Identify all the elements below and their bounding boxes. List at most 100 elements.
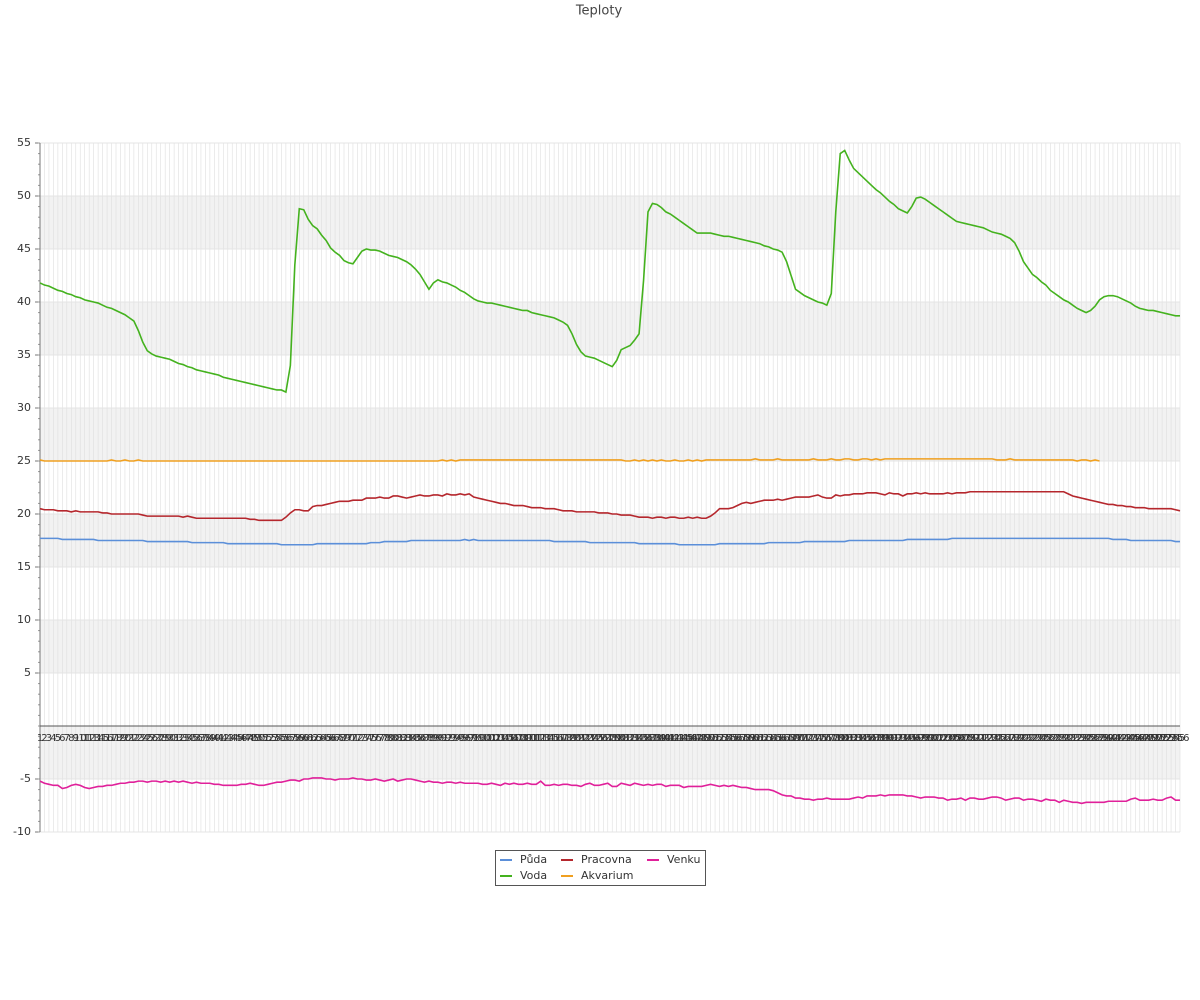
x-tick-label: 249 (1139, 733, 1158, 744)
x-tick-label: 52 (262, 733, 275, 744)
x-tick-label: 108 (509, 733, 528, 744)
x-tick-label: 193 (889, 733, 908, 744)
x-tick-label: 120 (562, 733, 581, 744)
x-tick-label: 160 (741, 733, 760, 744)
x-tick-label: 112 (527, 733, 546, 744)
x-tick-label: 117 (549, 733, 568, 744)
x-tick-label: 215 (987, 733, 1006, 744)
x-tick-label: 69 (338, 733, 351, 744)
x-tick-label: 237 (1086, 733, 1105, 744)
x-tick-label: 31 (168, 733, 181, 744)
x-tick-label: 25 (141, 733, 154, 744)
x-tick-label: 185 (853, 733, 872, 744)
x-tick-label: 33 (177, 733, 190, 744)
legend-box (495, 850, 706, 886)
x-tick-label: 166 (768, 733, 787, 744)
x-tick-label: 8 (68, 733, 74, 744)
x-tick-label: 54 (271, 733, 284, 744)
x-tick-label: 208 (956, 733, 975, 744)
x-tick-label: 28 (154, 733, 167, 744)
x-tick-label: 181 (835, 733, 854, 744)
x-tick-label: 81 (391, 733, 404, 744)
x-tick-label: 127 (594, 733, 613, 744)
x-tick-label: 148 (688, 733, 707, 744)
x-tick-label: 225 (1032, 733, 1051, 744)
x-tick-label: 207 (951, 733, 970, 744)
x-tick-label: 177 (817, 733, 836, 744)
legend-label: Akvarium (581, 869, 633, 882)
x-tick-label: 13 (87, 733, 100, 744)
x-tick-label: 178 (822, 733, 841, 744)
x-tick-label: 164 (759, 733, 778, 744)
x-tick-label: 240 (1099, 733, 1118, 744)
x-tick-label: 212 (974, 733, 993, 744)
x-tick-label: 145 (674, 733, 693, 744)
x-tick-label: 138 (643, 733, 662, 744)
x-tick-label: 248 (1135, 733, 1154, 744)
x-tick-label: 84 (405, 733, 418, 744)
x-tick-label: 254 (1162, 733, 1181, 744)
x-tick-label: 234 (1072, 733, 1091, 744)
y-tick-label: -5 (20, 772, 31, 785)
x-tick-label: 165 (764, 733, 783, 744)
series-line (39, 149, 1180, 394)
x-tick-label: 180 (831, 733, 850, 744)
x-tick-label: 188 (866, 733, 885, 744)
x-tick-label: 63 (311, 733, 324, 744)
x-tick-label: 153 (710, 733, 729, 744)
x-tick-label: 126 (589, 733, 608, 744)
x-tick-label: 1 (37, 733, 43, 744)
x-tick-label: 198 (911, 733, 930, 744)
x-tick-label: 216 (992, 733, 1011, 744)
legend-label: Voda (520, 869, 547, 882)
x-tick-label: 89 (427, 733, 440, 744)
x-tick-label: 116 (545, 733, 564, 744)
series-line (39, 490, 1181, 522)
x-tick-label: 159 (737, 733, 756, 744)
x-tick-label: 162 (750, 733, 769, 744)
x-tick-label: 245 (1121, 733, 1140, 744)
x-tick-label: 128 (598, 733, 617, 744)
x-tick-label: 101 (478, 733, 497, 744)
x-tick-label: 45 (230, 733, 243, 744)
x-tick-label: 3 (46, 733, 52, 744)
x-tick-label: 97 (463, 733, 476, 744)
x-tick-label: 100 (473, 733, 492, 744)
x-tick-label: 41 (212, 733, 225, 744)
x-tick-label: 93 (445, 733, 458, 744)
x-tick-label: 22 (128, 733, 141, 744)
x-tick-label: 151 (701, 733, 720, 744)
x-tick-label: 12 (83, 733, 96, 744)
y-tick-label: 5 (24, 666, 31, 679)
x-tick-label: 195 (898, 733, 917, 744)
x-tick-label: 157 (728, 733, 747, 744)
y-tick-label: 40 (17, 295, 31, 308)
x-tick-label: 79 (382, 733, 395, 744)
x-tick-label: 171 (790, 733, 809, 744)
x-tick-label: 17 (105, 733, 118, 744)
x-tick-label: 191 (880, 733, 899, 744)
x-tick-label: 211 (969, 733, 988, 744)
x-tick-label: 9 (73, 733, 79, 744)
x-tick-label: 149 (692, 733, 711, 744)
x-tick-label: 247 (1130, 733, 1149, 744)
y-tick-label: 30 (17, 401, 31, 414)
x-tick-label: 190 (875, 733, 894, 744)
x-tick-label: 236 (1081, 733, 1100, 744)
x-tick-label: 15 (96, 733, 109, 744)
grid-band (40, 196, 1180, 249)
x-tick-label: 182 (840, 733, 859, 744)
x-tick-label: 82 (396, 733, 409, 744)
x-tick-label: 230 (1054, 733, 1073, 744)
x-tick-label: 78 (378, 733, 391, 744)
x-tick-label: 175 (808, 733, 827, 744)
x-tick-label: 155 (719, 733, 738, 744)
x-tick-label: 61 (302, 733, 315, 744)
x-tick-label: 66 (324, 733, 337, 744)
x-tick-label: 24 (136, 733, 149, 744)
x-tick-label: 142 (661, 733, 680, 744)
x-tick-label: 194 (893, 733, 912, 744)
x-tick-label: 189 (871, 733, 890, 744)
x-tick-label: 224 (1027, 733, 1046, 744)
